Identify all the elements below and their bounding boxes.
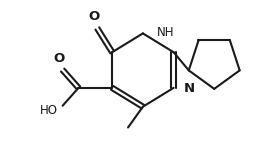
Text: NH: NH — [157, 26, 174, 39]
Text: O: O — [53, 52, 64, 65]
Text: O: O — [89, 11, 100, 24]
Text: HO: HO — [40, 104, 58, 117]
Text: N: N — [183, 82, 195, 95]
